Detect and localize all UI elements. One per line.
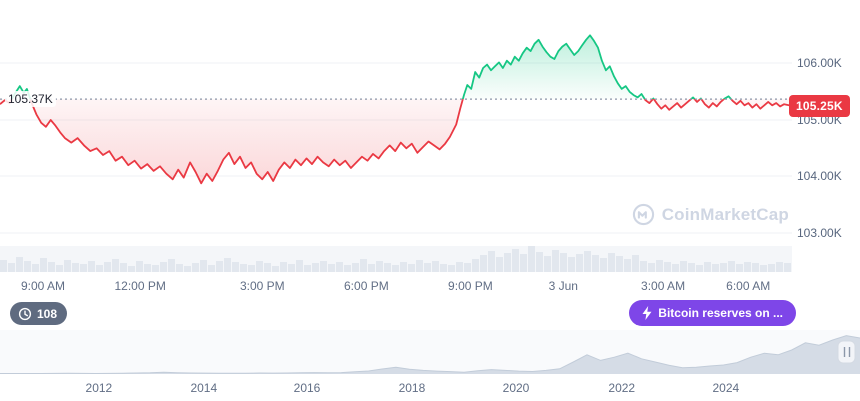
time-axis-label: 3:00 AM	[641, 279, 686, 293]
navigator-year-axis: 2012 2014 2016 2018 2020 2022 2024	[0, 381, 860, 396]
view-counter-value: 108	[37, 306, 58, 321]
news-promo-text: Bitcoin reserves on ...	[658, 306, 783, 320]
view-counter-badge[interactable]: 108	[10, 302, 68, 325]
time-axis-label: 9:00 AM	[20, 279, 66, 293]
lightning-bolt-icon	[642, 306, 652, 320]
price-chart[interactable]	[0, 0, 860, 272]
time-axis-label: 3 Jun	[548, 279, 578, 293]
navigator-year-label: 2022	[608, 381, 636, 395]
navigator-year-label: 2014	[190, 381, 218, 395]
time-axis-label: 6:00 AM	[726, 279, 771, 293]
navigator-year-label: 2020	[502, 381, 530, 395]
history-navigator-brush[interactable]	[0, 330, 860, 378]
history-clock-icon	[18, 307, 32, 321]
open-price-label: 105.37K	[5, 91, 56, 107]
news-promo-pill[interactable]: Bitcoin reserves on ...	[629, 300, 796, 326]
time-axis-label: 6:00 PM	[344, 279, 389, 293]
time-x-axis: 9:00 AM 12:00 PM 3:00 PM 6:00 PM 9:00 PM 3 Ju…	[0, 279, 860, 295]
navigator-year-label: 2018	[398, 381, 426, 395]
brush-handle[interactable]	[837, 340, 856, 364]
current-price-badge: 105.25K	[789, 95, 850, 117]
time-axis-label: 12:00 PM	[114, 279, 166, 293]
time-axis-label: 3:00 PM	[239, 279, 285, 293]
navigator-year-label: 2024	[712, 381, 740, 395]
navigator-year-label: 2012	[85, 381, 113, 395]
navigator-year-label: 2016	[293, 381, 321, 395]
time-axis-label: 9:00 PM	[448, 279, 493, 293]
